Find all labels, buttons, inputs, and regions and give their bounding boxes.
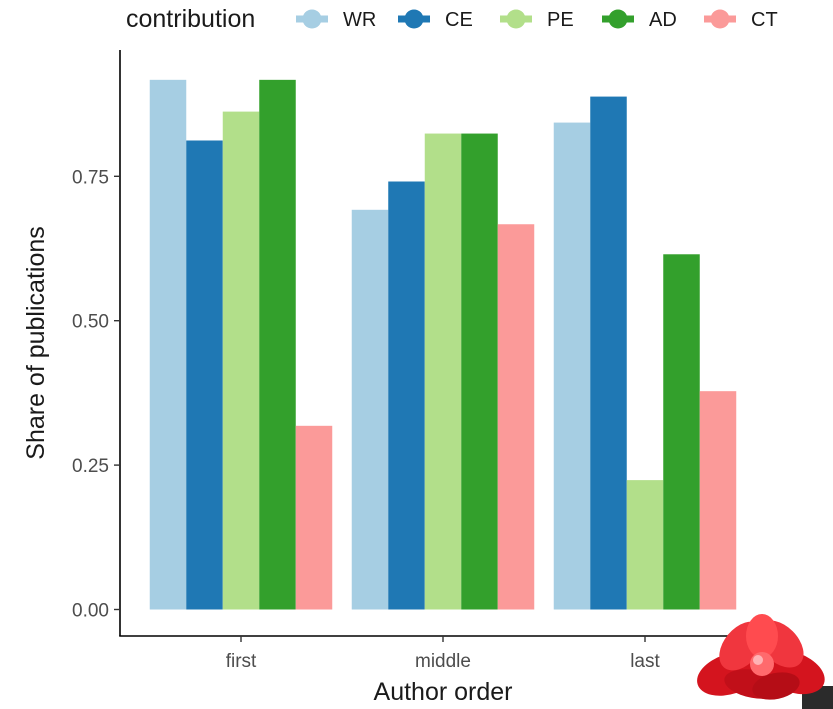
bar-wr-last bbox=[553, 122, 591, 610]
legend-item-wr: WR bbox=[296, 9, 376, 31]
legend: contribution WR CE PE AD CT bbox=[126, 5, 778, 33]
bar-pe-middle bbox=[424, 133, 462, 610]
x-axis-title: Author order bbox=[374, 678, 513, 706]
bar-ct-last bbox=[699, 391, 737, 610]
x-tick-label-last: last bbox=[630, 651, 660, 672]
y-axis-title: Share of publications bbox=[22, 226, 50, 459]
legend-key-point bbox=[404, 9, 424, 29]
legend-title: contribution bbox=[126, 5, 255, 33]
gift-bow-icon bbox=[697, 614, 833, 709]
axes: 0.00 0.25 0.50 0.75 first middle last bbox=[72, 50, 790, 672]
bar-ce-first bbox=[186, 140, 223, 610]
bar-ce-last bbox=[590, 96, 627, 610]
bars bbox=[149, 79, 737, 610]
bar-ct-first bbox=[295, 425, 333, 610]
legend-item-ce: CE bbox=[398, 9, 473, 31]
legend-item-ct: CT bbox=[704, 9, 778, 31]
legend-label: CT bbox=[751, 9, 778, 31]
legend-label: PE bbox=[547, 9, 574, 31]
x-tick-label-middle: middle bbox=[415, 651, 471, 672]
bar-ct-middle bbox=[497, 224, 535, 610]
y-tick-label: 0.00 bbox=[72, 601, 109, 622]
bar-wr-middle bbox=[351, 209, 389, 610]
bar-pe-last bbox=[626, 480, 664, 610]
bar-ad-last bbox=[663, 254, 700, 610]
bar-ad-middle bbox=[461, 133, 498, 610]
bar-wr-first bbox=[149, 79, 187, 610]
legend-key-point bbox=[710, 9, 730, 29]
legend-key-point bbox=[506, 9, 526, 29]
y-tick-label: 0.50 bbox=[72, 312, 109, 333]
bar-ad-first bbox=[259, 79, 296, 610]
legend-item-pe: PE bbox=[500, 9, 574, 31]
legend-key-point bbox=[302, 9, 322, 29]
legend-label: WR bbox=[343, 9, 376, 31]
x-tick-label-first: first bbox=[226, 651, 257, 672]
bar-pe-first bbox=[222, 111, 260, 610]
y-tick-label: 0.75 bbox=[72, 167, 109, 188]
y-tick-label: 0.25 bbox=[72, 456, 109, 477]
legend-key-point bbox=[608, 9, 628, 29]
legend-item-ad: AD bbox=[602, 9, 677, 31]
legend-label: CE bbox=[445, 9, 473, 31]
bar-ce-middle bbox=[388, 181, 425, 610]
legend-label: AD bbox=[649, 9, 677, 31]
